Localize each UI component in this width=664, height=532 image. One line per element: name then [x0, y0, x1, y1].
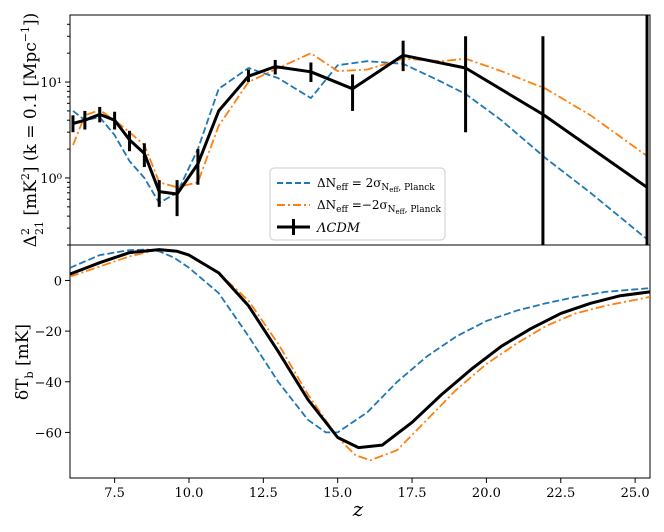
x-tick-label-6: 22.5: [546, 486, 575, 501]
top-y-axis-label: Δ221 [mK2] (k = 0.1 [Mpc−1]): [19, 13, 46, 248]
bottom-series-group: [70, 248, 650, 462]
top-y-tick-label-1: 10¹: [40, 76, 62, 91]
x-tick-label-4: 17.5: [398, 486, 427, 501]
top-errorbars-group: [71, 15, 649, 245]
ticks-group: 7.5 10.0 12.5 15.0 17.5 20.0 22.5 25.0 10⁰ 10¹ 0 −2…: [35, 23, 650, 501]
bottom-series-1: [70, 248, 650, 462]
legend-box: [269, 167, 446, 241]
x-tick-label-7: 25.0: [621, 486, 650, 501]
legend-label-minus: ΔNeff =−2σNeff, Planck: [317, 198, 442, 216]
bottom-panel-frame: [69, 244, 651, 479]
x-tick-label-0: 7.5: [104, 486, 125, 501]
bottom-series-0: [70, 248, 650, 434]
bottom-y-tick-label-1: −20: [35, 325, 62, 340]
bottom-y-axis-label: δTb [mK]: [13, 324, 36, 400]
x-tick-label-2: 12.5: [249, 486, 278, 501]
x-tick-label-5: 20.0: [472, 486, 501, 501]
top-series-group: [72, 52, 648, 240]
legend-label-lcdm: ΛCDM: [316, 221, 361, 236]
top-series-2: [72, 53, 648, 196]
legend-label-plus: ΔNeff = 2σNeff, Planck: [317, 176, 435, 194]
top-y-tick-label-0: 10⁰: [40, 172, 62, 187]
bottom-y-tick-label-2: −40: [35, 376, 62, 391]
bottom-series-2: [70, 248, 650, 450]
x-axis-label: z: [352, 497, 364, 521]
bottom-y-tick-label-0: 0: [54, 274, 62, 289]
legend: ΔNeff = 2σNeff, Planck ΔNeff =−2σNeff, P…: [269, 167, 446, 241]
top-series-0: [72, 60, 648, 240]
x-tick-label-3: 15.0: [323, 486, 352, 501]
top-series-1: [72, 52, 648, 189]
x-tick-label-1: 10.0: [174, 486, 203, 501]
bottom-y-tick-label-3: −60: [35, 426, 62, 441]
